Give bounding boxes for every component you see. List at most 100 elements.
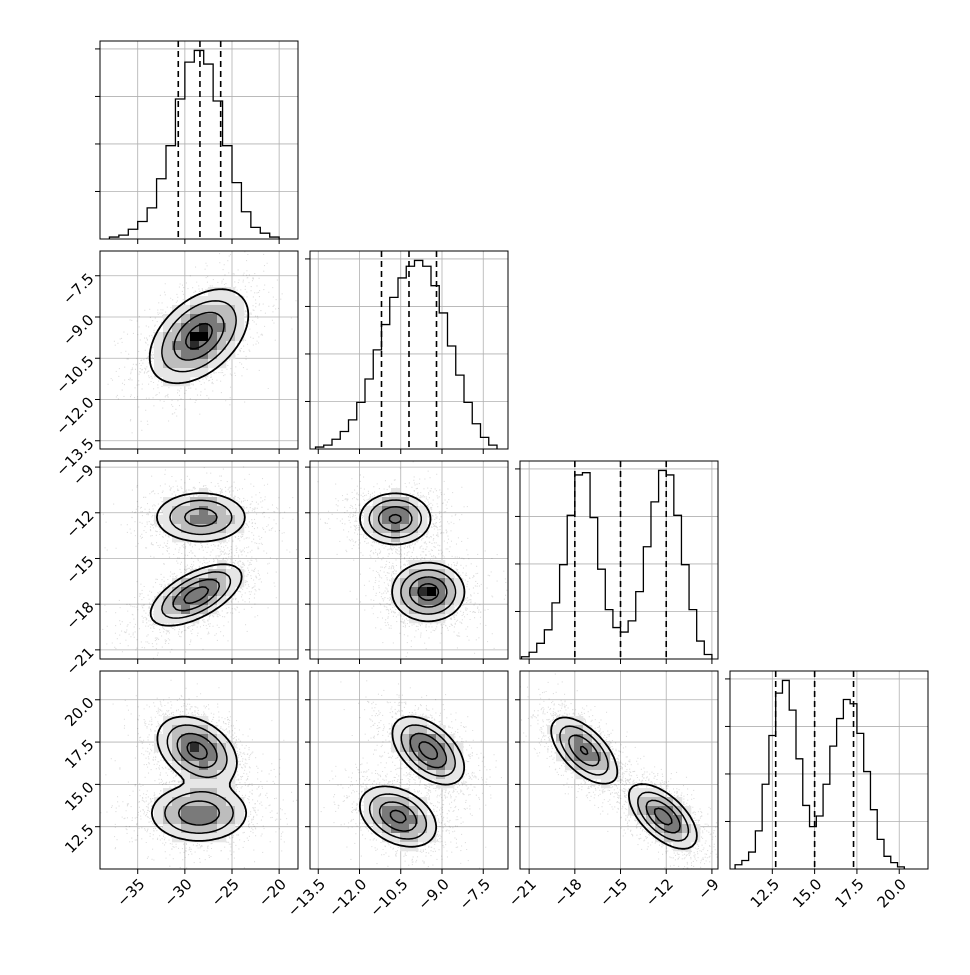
contour-line-2 bbox=[378, 732, 448, 832]
density-cell bbox=[208, 596, 218, 606]
density-cell bbox=[208, 824, 218, 834]
density-cell bbox=[427, 569, 437, 579]
density-cell bbox=[445, 587, 455, 597]
histogram-panel-2 bbox=[515, 460, 719, 664]
density-cell bbox=[154, 341, 164, 351]
density-cell bbox=[190, 332, 200, 342]
density-cell bbox=[199, 734, 209, 744]
density-cell bbox=[181, 614, 191, 624]
density-cell bbox=[427, 734, 437, 744]
density-cell bbox=[172, 761, 182, 771]
density-cell bbox=[364, 788, 374, 798]
density-cell bbox=[217, 287, 227, 297]
density-cell bbox=[163, 524, 173, 534]
density-cell bbox=[409, 716, 419, 726]
density-cell bbox=[154, 350, 164, 360]
density-cell bbox=[391, 524, 401, 534]
density-cell bbox=[208, 578, 218, 588]
density-cell bbox=[400, 569, 410, 579]
density-cell bbox=[418, 743, 428, 753]
density-cell bbox=[235, 296, 245, 306]
density-cell bbox=[226, 305, 236, 315]
scatter-points bbox=[320, 680, 502, 869]
density-cell bbox=[217, 797, 227, 807]
density-cell bbox=[172, 578, 182, 588]
scatter-points bbox=[317, 461, 508, 658]
density-cell bbox=[226, 287, 236, 297]
density-cell bbox=[190, 725, 200, 735]
density-cell bbox=[163, 341, 173, 351]
density-cell bbox=[418, 734, 428, 744]
density-cell bbox=[226, 296, 236, 306]
density-cell bbox=[391, 815, 401, 825]
density-cell bbox=[208, 305, 218, 315]
density-cell bbox=[673, 824, 683, 834]
density-shading bbox=[364, 488, 464, 624]
density-cell bbox=[454, 587, 464, 597]
density-cell bbox=[601, 770, 611, 780]
density-cell bbox=[574, 752, 584, 762]
density-cell bbox=[199, 815, 209, 825]
density-cell bbox=[181, 305, 191, 315]
density-cell bbox=[364, 806, 374, 816]
density-cell bbox=[199, 341, 209, 351]
density-cell bbox=[418, 815, 428, 825]
density-cell bbox=[400, 743, 410, 753]
density-cell bbox=[190, 497, 200, 507]
density-cell bbox=[208, 752, 218, 762]
contour-line-2 bbox=[173, 311, 225, 361]
density-cell bbox=[436, 569, 446, 579]
density-cell bbox=[664, 833, 674, 843]
density-cell bbox=[409, 506, 419, 516]
density-cell bbox=[418, 560, 428, 570]
density-cell bbox=[172, 368, 182, 378]
density-cell bbox=[163, 359, 173, 369]
scatter-points bbox=[520, 673, 718, 869]
panel-frame bbox=[729, 670, 929, 870]
panel-content bbox=[100, 251, 298, 449]
density-cell bbox=[391, 587, 401, 597]
density-cell bbox=[208, 323, 218, 333]
density-cell bbox=[172, 716, 182, 726]
density-cell bbox=[154, 614, 164, 624]
histogram-panel-1 bbox=[305, 250, 509, 454]
density-cell bbox=[217, 578, 227, 588]
density-cell bbox=[172, 596, 182, 606]
density-cell bbox=[163, 614, 173, 624]
density-cell bbox=[163, 797, 173, 807]
density-cell bbox=[364, 506, 374, 516]
density-cell bbox=[163, 314, 173, 324]
density-cell bbox=[574, 743, 584, 753]
density-cell bbox=[190, 587, 200, 597]
scatter-panel-3-2 bbox=[515, 670, 719, 874]
density-cell bbox=[226, 341, 236, 351]
density-cell bbox=[217, 779, 227, 789]
density-cell bbox=[172, 515, 182, 525]
density-cell bbox=[418, 506, 428, 516]
density-cell bbox=[418, 770, 428, 780]
density-cell bbox=[628, 788, 638, 798]
density-cell bbox=[391, 788, 401, 798]
density-cell bbox=[226, 770, 236, 780]
x-tick-label: 17.5 bbox=[831, 875, 867, 911]
density-cell bbox=[382, 797, 392, 807]
density-cell bbox=[190, 569, 200, 579]
density-cell bbox=[163, 515, 173, 525]
density-cell bbox=[181, 497, 191, 507]
density-cell bbox=[427, 596, 437, 606]
density-cell bbox=[181, 533, 191, 543]
density-cell bbox=[208, 797, 218, 807]
density-cell bbox=[655, 806, 665, 816]
density-cell bbox=[154, 815, 164, 825]
density-cell bbox=[427, 560, 437, 570]
panel-content bbox=[310, 461, 508, 659]
density-cell bbox=[217, 296, 227, 306]
density-cell bbox=[400, 806, 410, 816]
density-cell bbox=[565, 716, 575, 726]
density-cell bbox=[418, 569, 428, 579]
density-cell bbox=[199, 833, 209, 843]
density-cell bbox=[199, 314, 209, 324]
density-cell bbox=[181, 578, 191, 588]
density-cell bbox=[181, 716, 191, 726]
